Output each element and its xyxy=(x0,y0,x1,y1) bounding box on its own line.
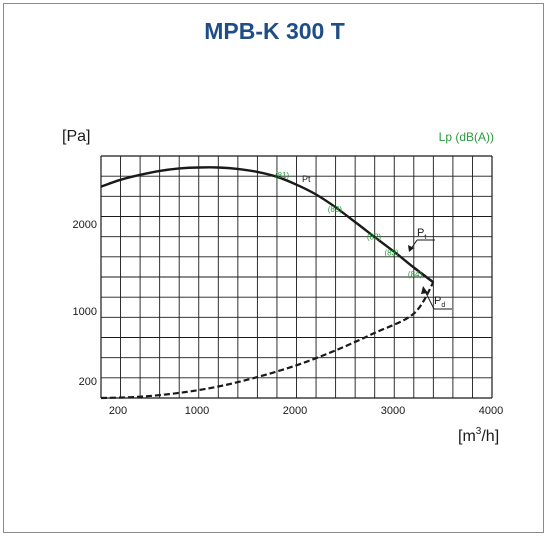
x-axis-label-base: [m xyxy=(458,428,476,445)
pd-leader-arrow xyxy=(424,290,435,310)
x-axis-label: [m3/h] xyxy=(458,426,499,445)
chart-title: MPB-K 300 T xyxy=(204,18,345,44)
x-axis-label-sup: 3 xyxy=(476,426,482,437)
pd-leader-arrowhead xyxy=(421,286,428,294)
pd-curve xyxy=(100,281,435,400)
curve-end-segment xyxy=(413,266,435,284)
pt-curve xyxy=(100,166,435,284)
pt-curve-label: Pt xyxy=(302,174,311,184)
pd-leader-label: Pd xyxy=(434,295,445,309)
noise-label: (81) xyxy=(275,171,290,180)
x-tick-label: 2000 xyxy=(283,405,307,417)
noise-label: (82) xyxy=(367,233,382,242)
pt-leader-arrowhead xyxy=(408,245,414,252)
pt-leader-sub: t xyxy=(424,234,426,241)
y-tick-label: 2000 xyxy=(73,219,97,231)
tick-labels: 200 1000 2000 3000 4000 200 1000 2000 xyxy=(73,219,504,417)
chart-frame xyxy=(3,3,544,533)
grid xyxy=(100,155,493,399)
x-tick-label: 1000 xyxy=(185,405,209,417)
y-axis-label: [Pa] xyxy=(62,128,90,145)
x-tick-label: 3000 xyxy=(381,405,405,417)
x-tick-label: 4000 xyxy=(479,405,503,417)
x-tick-label: 200 xyxy=(109,405,127,417)
noise-label: (84) xyxy=(408,270,423,279)
pt-leader-base: P xyxy=(417,227,424,239)
pd-leader-sub: d xyxy=(441,302,445,309)
pt-leader-label: Pt xyxy=(417,227,426,241)
noise-label: (83) xyxy=(328,205,343,214)
curves xyxy=(100,166,435,400)
x-axis-label-tail: /h] xyxy=(481,428,499,445)
y-tick-label: 200 xyxy=(79,376,97,388)
pd-leader-base: P xyxy=(434,295,441,307)
y-tick-label: 1000 xyxy=(73,306,97,318)
lp-axis-label: Lp (dB(A)) xyxy=(439,130,494,144)
noise-label: (83) xyxy=(384,248,399,257)
